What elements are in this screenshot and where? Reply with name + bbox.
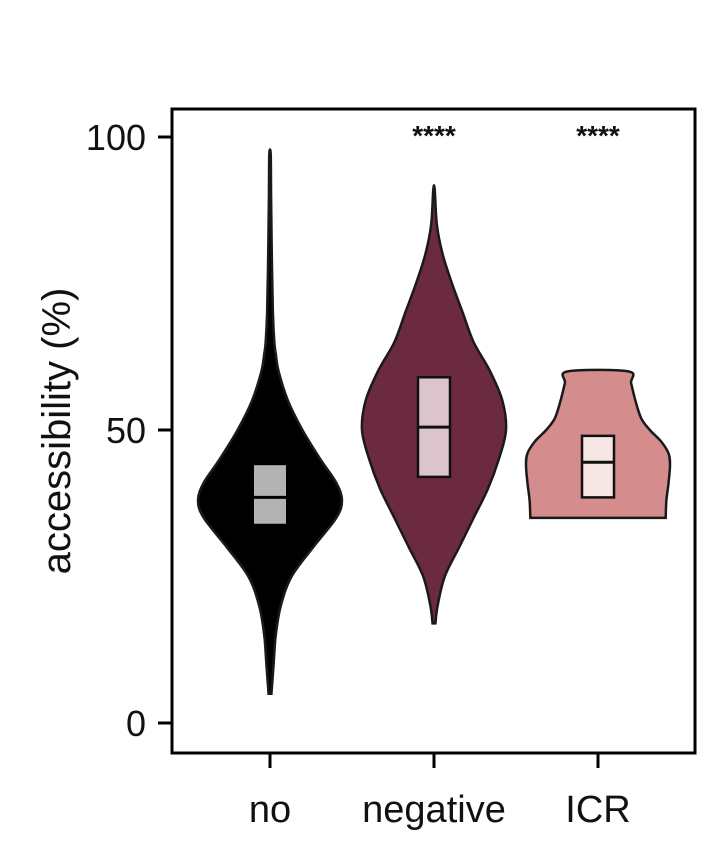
significance-ICR: **** <box>576 120 620 151</box>
x-tick-label-no: no <box>249 789 291 831</box>
x-tick-label-ICR: ICR <box>565 789 630 831</box>
y-axis: 0 50 100 <box>86 117 172 744</box>
significance-negative: **** <box>412 120 456 151</box>
violin-group: **** **** <box>196 120 672 695</box>
x-axis: no negative ICR <box>249 753 631 831</box>
iqr-box-no <box>254 465 286 524</box>
y-axis-label: accessibility (%) <box>35 288 79 575</box>
y-tick-label-2: 100 <box>86 117 146 158</box>
y-tick-label-1: 50 <box>106 410 146 451</box>
y-tick-label-0: 0 <box>126 703 146 744</box>
x-tick-label-negative: negative <box>362 789 506 831</box>
violin-no <box>196 148 344 695</box>
iqr-box-ICR <box>580 434 616 499</box>
